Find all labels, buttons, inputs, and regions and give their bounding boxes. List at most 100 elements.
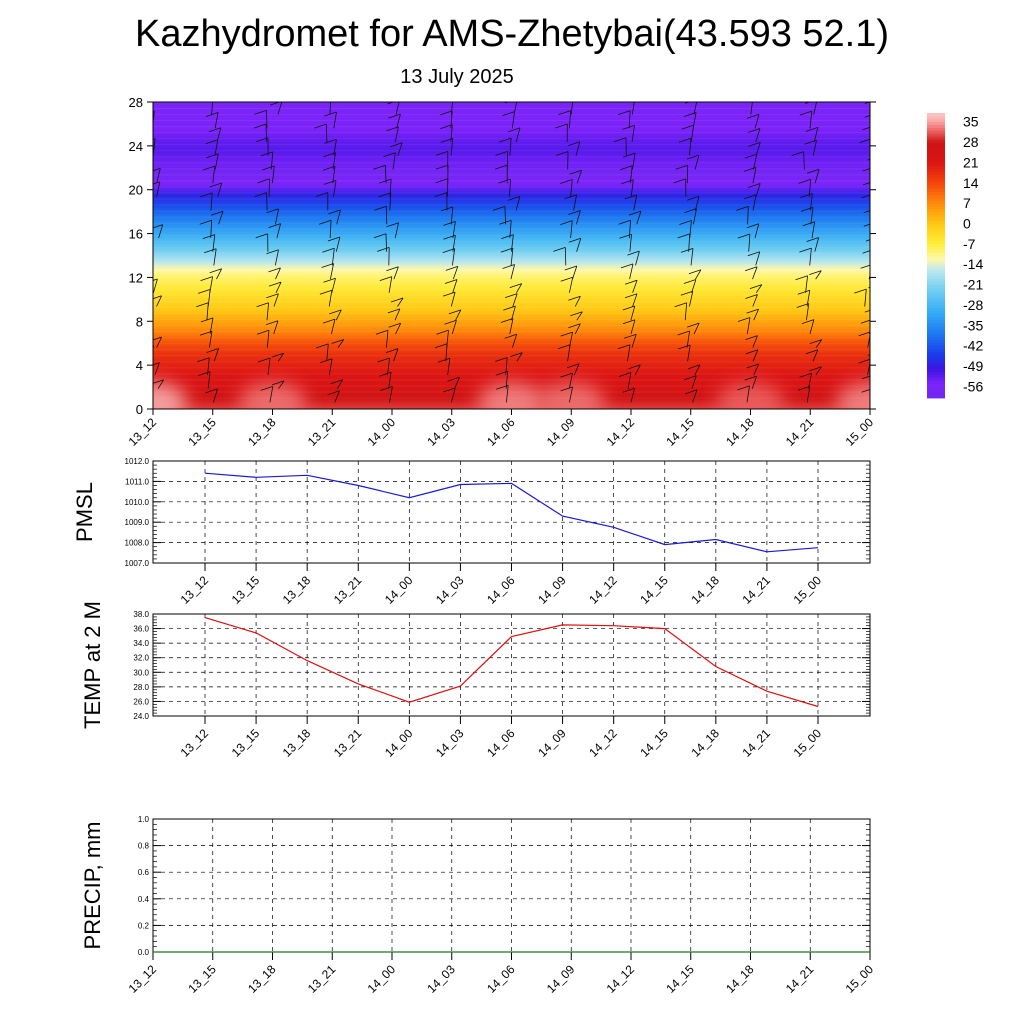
colorbar-swatch — [927, 339, 945, 344]
wind-barb — [386, 266, 399, 280]
series-line — [204, 472, 819, 553]
colorbar-swatch — [927, 380, 945, 384]
wind-barb — [153, 345, 155, 352]
colorbar-swatch — [927, 115, 945, 120]
wind-barb — [253, 123, 268, 143]
x-tick-label: 14_18 — [688, 726, 722, 760]
colorbar-swatch — [927, 113, 945, 117]
colorbar-swatch — [927, 302, 945, 306]
colorbar-swatch — [927, 223, 945, 227]
x-tick-label: 14_12 — [604, 962, 638, 996]
x-tick-label: 13_18 — [280, 573, 314, 607]
x-tick-label: 14_18 — [723, 415, 757, 449]
wind-barb — [809, 366, 822, 376]
wind-barb — [257, 178, 270, 197]
wind-barb — [329, 102, 331, 115]
colorbar-swatch — [927, 208, 945, 213]
x-tick-label: 14_09 — [544, 415, 578, 449]
colorbar-label: -28 — [963, 297, 983, 313]
wind-barb — [379, 276, 393, 293]
wind-barb — [560, 372, 573, 389]
colorbar-swatch — [927, 328, 945, 332]
wind-barb — [799, 110, 813, 129]
wind-barb — [862, 182, 870, 186]
colorbar-label: 0 — [963, 216, 971, 232]
colorbar-label: -56 — [963, 378, 983, 394]
wind-barb — [746, 113, 760, 129]
x-tick-label: 14_12 — [604, 415, 638, 449]
wind-barb — [153, 336, 163, 348]
colorbar-swatch — [927, 156, 945, 160]
wind-barb — [628, 210, 642, 225]
colorbar-label: 7 — [963, 195, 971, 211]
colorbar-swatch — [927, 235, 945, 239]
wind-barb — [211, 102, 214, 115]
wind-barb — [809, 339, 823, 348]
wind-barb — [687, 364, 701, 376]
x-tick-label: 14_18 — [723, 962, 757, 996]
colorbar-label: -42 — [963, 338, 983, 354]
wind-barb — [809, 270, 822, 280]
wind-barb — [801, 319, 815, 335]
colorbar-label: 35 — [963, 114, 979, 130]
x-tick-label: 14_06 — [484, 962, 518, 996]
wind-barb — [153, 278, 158, 293]
warm-cell — [537, 382, 606, 409]
colorbar-swatch — [927, 174, 945, 178]
y-tick-label: 1011.0 — [125, 477, 149, 486]
wind-barb — [796, 303, 810, 321]
wind-barb — [747, 128, 761, 143]
wind-barb — [140, 207, 152, 225]
colorbar-swatch — [927, 258, 945, 262]
colorbar-swatch — [927, 176, 945, 181]
wind-barb — [622, 125, 635, 143]
wind-barb — [501, 234, 514, 252]
wind-barb — [799, 372, 812, 389]
cross-section-panel: 0 4 8 12 16 20 24 28 13_12 13_15 13_18 13_21 14_00 14… — [126, 95, 877, 449]
series-line — [204, 617, 819, 708]
wind-barb — [323, 180, 337, 197]
colorbar-swatch — [927, 261, 945, 265]
wind-barb — [204, 248, 217, 266]
colorbar-swatch — [927, 118, 945, 123]
colorbar-swatch — [927, 211, 945, 216]
x-tick-label: 14_21 — [783, 415, 817, 449]
x-tick-label: 14_15 — [663, 962, 697, 996]
wind-barb — [437, 357, 451, 376]
x-tick-label: 14_00 — [365, 415, 399, 449]
heatmap-background — [153, 102, 870, 409]
wind-barb — [498, 178, 511, 197]
colorbar-swatch — [927, 299, 945, 303]
wind-barb — [206, 348, 219, 362]
colorbar-swatch — [927, 255, 945, 259]
wind-barb — [254, 192, 268, 211]
y-tick-label: 0.2 — [138, 921, 150, 930]
heatmap-field — [140, 102, 870, 409]
wind-barb — [257, 357, 271, 376]
wind-barb — [373, 233, 387, 252]
wind-barb — [435, 151, 449, 170]
y-tick-label: 1010.0 — [125, 498, 150, 507]
wind-barb — [442, 248, 456, 266]
colorbar-swatch — [927, 354, 945, 358]
colorbar-swatch — [927, 278, 945, 283]
precip-panel: 0.0 0.2 0.4 0.6 0.8 1.0 13_12 13_15 13_18 13_21 14… — [80, 815, 876, 996]
y-tick-label: 0 — [136, 402, 143, 417]
wind-barb — [688, 269, 702, 280]
wind-barb — [202, 234, 216, 252]
x-tick-label: 13_15 — [229, 573, 263, 607]
wind-barb — [153, 295, 162, 307]
colorbar-swatch — [927, 284, 945, 288]
wind-barb — [797, 385, 811, 403]
wind-barb — [374, 205, 388, 225]
wind-barb — [322, 165, 336, 184]
wind-barb — [862, 250, 870, 254]
colorbar-swatch — [927, 296, 945, 300]
wind-barb — [504, 333, 518, 348]
wind-barb — [624, 194, 638, 211]
wind-barb — [560, 386, 573, 403]
x-tick-label: 14_21 — [783, 962, 817, 996]
colorbar-swatch — [927, 383, 945, 387]
wind-barb — [205, 388, 218, 403]
